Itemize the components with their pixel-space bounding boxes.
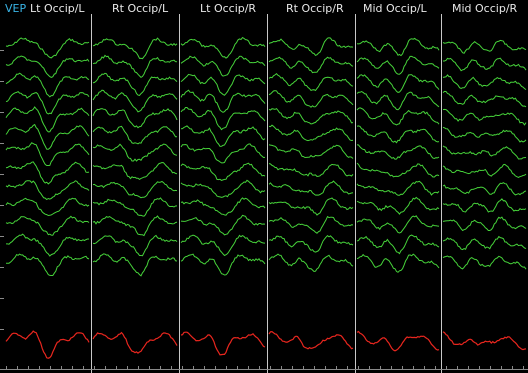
- sweep-trace: [5, 253, 90, 276]
- sweep-trace: [180, 36, 266, 59]
- sweep-trace: [442, 235, 527, 251]
- sweep-trace: [180, 179, 266, 198]
- sweep-trace: [356, 215, 440, 234]
- channel-label-lt-occip-r: Lt Occip/R: [200, 2, 257, 15]
- sweep-trace: [92, 108, 178, 129]
- sweep-trace: [92, 253, 178, 277]
- sweep-trace: [442, 108, 527, 126]
- sweep-trace: [92, 143, 178, 162]
- sweep-trace: [442, 182, 527, 196]
- sweep-trace: [268, 163, 354, 178]
- average-trace: [268, 330, 354, 350]
- sweep-trace: [268, 56, 354, 74]
- average-trace: [5, 330, 90, 359]
- sweep-trace: [5, 55, 90, 78]
- sweep-trace: [268, 124, 354, 142]
- sweep-trace: [92, 161, 178, 181]
- sweep-trace: [180, 89, 266, 113]
- sweep-trace: [5, 197, 90, 217]
- sweep-trace: [268, 107, 354, 125]
- sweep-trace: [5, 180, 90, 201]
- sweep-trace: [442, 216, 527, 232]
- sweep-trace: [92, 197, 178, 217]
- sweep-trace: [268, 235, 354, 253]
- sweep-trace: [180, 234, 266, 257]
- sweep-trace: [356, 37, 440, 57]
- sweep-trace: [268, 73, 354, 92]
- sweep-trace: [356, 107, 440, 126]
- average-trace: [442, 331, 527, 351]
- sweep-trace: [268, 253, 354, 273]
- sweep-trace: [180, 214, 266, 236]
- average-trace: [180, 331, 266, 356]
- sweep-trace: [442, 126, 527, 143]
- sweep-trace: [92, 215, 178, 237]
- sweep-trace: [442, 39, 527, 54]
- sweep-trace: [180, 162, 266, 181]
- sweep-trace: [356, 55, 440, 75]
- sweep-trace: [268, 144, 354, 159]
- sweep-trace: [268, 180, 354, 196]
- sweep-trace: [180, 107, 266, 131]
- sweep-trace: [5, 37, 90, 59]
- sweep-trace: [443, 57, 527, 72]
- sweep-trace: [92, 125, 177, 145]
- sweep-trace: [356, 162, 440, 178]
- sweep-trace: [5, 142, 90, 166]
- sweep-trace: [442, 90, 527, 108]
- sweep-trace: [442, 198, 527, 213]
- sweep-trace: [442, 163, 527, 178]
- sweep-trace: [356, 74, 440, 93]
- sweep-trace: [180, 73, 266, 96]
- sweep-trace: [5, 123, 90, 150]
- sweep-trace: [92, 54, 178, 79]
- sweep-trace: [92, 72, 178, 96]
- sweep-trace: [268, 215, 354, 234]
- sweep-trace: [180, 253, 266, 276]
- sweep-trace: [92, 234, 178, 257]
- sweep-trace: [92, 89, 178, 113]
- sweep-trace: [92, 37, 178, 60]
- sweep-trace: [180, 55, 266, 77]
- sweep-trace: [356, 91, 440, 111]
- sweep-trace: [92, 180, 178, 199]
- sweep-trace: [5, 90, 90, 115]
- channel-label-mid-occip-l: Mid Occip/L: [363, 2, 427, 15]
- channel-label-lt-occip-l: Lt Occip/L: [30, 2, 85, 15]
- sweep-trace: [180, 125, 266, 147]
- sweep-trace: [356, 196, 440, 215]
- sweep-trace: [5, 215, 90, 236]
- channel-label-rt-occip-l: Rt Occip/L: [112, 2, 169, 15]
- sweep-trace: [5, 72, 90, 98]
- sweep-trace: [442, 145, 527, 160]
- channel-label-rt-occip-r: Rt Occip/R: [286, 2, 344, 15]
- sweep-trace: [442, 255, 527, 270]
- sweep-trace: [180, 197, 266, 216]
- sweep-trace: [442, 74, 527, 91]
- sweep-trace: [6, 233, 89, 257]
- sweep-trace: [180, 143, 266, 164]
- sweep-trace: [356, 125, 440, 144]
- sweep-trace: [356, 234, 440, 255]
- sweep-trace: [268, 37, 354, 57]
- channel-label-mid-occip-r: Mid Occip/R: [452, 2, 518, 15]
- sweep-trace: [356, 180, 440, 196]
- sweep-trace: [356, 253, 440, 273]
- average-trace: [92, 331, 178, 354]
- average-trace: [356, 330, 440, 352]
- sweep-trace: [268, 90, 354, 108]
- sweep-trace: [5, 161, 90, 185]
- mode-label: VEP: [5, 2, 27, 15]
- sweep-trace: [356, 144, 440, 160]
- sweep-trace: [268, 197, 354, 216]
- sweep-trace: [5, 106, 90, 133]
